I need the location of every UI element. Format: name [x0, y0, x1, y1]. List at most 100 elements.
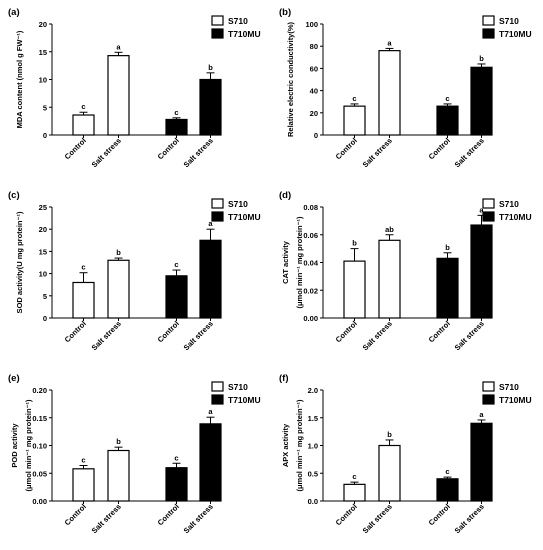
significance-letter: ab	[385, 225, 394, 234]
x-tick-label: Salt stress	[90, 502, 123, 535]
bar-1	[343, 483, 366, 502]
y-tick-label: 0.08	[303, 203, 318, 212]
y-tick-label: 100	[305, 20, 318, 29]
x-tick-label: Control	[156, 319, 181, 344]
legend-swatch-s710	[482, 381, 495, 392]
bar-3	[165, 467, 188, 502]
legend-swatch-s710	[211, 15, 224, 26]
x-tick-label: Salt stress	[182, 502, 215, 535]
significance-letter: c	[445, 94, 449, 103]
panel-label: (f)	[279, 373, 289, 384]
x-tick-label: Salt stress	[182, 136, 215, 169]
significance-letter: c	[81, 102, 85, 111]
chart-panel-5: (e) 0.00 0.05 0.10 0.15 0.20 POD activity (μmol…	[8, 373, 261, 535]
bar-3	[436, 257, 459, 319]
significance-letter: c	[174, 453, 178, 462]
x-tick-label: Salt stress	[453, 136, 486, 169]
y-axis-label-line: APX activity	[281, 423, 290, 467]
y-tick-label: 0.0	[308, 497, 318, 506]
bar-2	[378, 239, 401, 319]
y-tick-label: 80	[310, 42, 318, 51]
y-tick-label: 20	[310, 109, 318, 118]
bar-4	[199, 78, 222, 136]
significance-letter: b	[208, 63, 213, 72]
legend-label: T710MU	[499, 212, 532, 222]
bar-2	[107, 55, 130, 136]
legend-swatch-t710mu	[482, 28, 495, 39]
bar-1	[343, 260, 366, 319]
y-tick-label: 0.00	[32, 497, 47, 506]
significance-letter: c	[445, 467, 449, 476]
bar-4	[199, 239, 222, 319]
significance-letter: b	[445, 243, 450, 252]
significance-letter: c	[81, 263, 85, 272]
legend-swatch-t710mu	[211, 394, 224, 405]
bar-2	[378, 50, 401, 136]
significance-letter: a	[116, 42, 121, 51]
y-tick-label: 5	[43, 103, 47, 112]
y-tick-label: 15	[39, 247, 47, 256]
significance-letter: a	[387, 38, 392, 47]
y-tick-label: 0.00	[303, 314, 318, 323]
y-tick-label: 25	[39, 203, 47, 212]
legend-label: S710	[499, 382, 519, 392]
x-tick-label: Control	[427, 319, 452, 344]
bar-3	[165, 275, 188, 319]
legend-swatch-t710mu	[482, 211, 495, 222]
y-axis-label-line: (μmol min⁻¹ mg protein⁻¹)	[295, 399, 304, 492]
legend-label: S710	[228, 199, 248, 209]
y-axis-label: POD activity (μmol min⁻¹ mg protein⁻¹)	[10, 399, 33, 492]
y-axis-label-line: SOD activity(U mg protein⁻¹)	[15, 211, 24, 313]
legend-label: T710MU	[228, 29, 261, 39]
bar-4	[470, 66, 493, 136]
bar-3	[436, 478, 459, 502]
x-tick-label: Control	[63, 319, 88, 344]
x-tick-label: Control	[156, 502, 181, 527]
y-tick-label: 60	[310, 64, 318, 73]
y-tick-label: 20	[39, 20, 47, 29]
y-axis-label-line: Relative electric conductivity(%)	[286, 21, 295, 137]
x-tick-label: Salt stress	[182, 319, 215, 352]
y-tick-label: 40	[310, 87, 318, 96]
panel-label: (c)	[8, 190, 20, 201]
y-tick-label: 10	[39, 270, 47, 279]
y-tick-label: 20	[39, 225, 47, 234]
bar-2	[378, 444, 401, 502]
bar-3	[165, 118, 188, 136]
x-tick-label: Salt stress	[90, 136, 123, 169]
chart-panel-4: (d) 0.00 0.02 0.04 0.06 0.08 CAT activity (μmol…	[279, 190, 532, 352]
significance-letter: b	[116, 248, 121, 257]
significance-letter: a	[479, 410, 484, 419]
y-axis-label: SOD activity(U mg protein⁻¹)	[15, 211, 24, 313]
bar-2	[107, 449, 130, 502]
y-axis-label: CAT activity (μmol min⁻¹ mg protein⁻¹)	[281, 216, 304, 309]
x-tick-label: Salt stress	[361, 136, 394, 169]
y-tick-label: 0.06	[303, 231, 318, 240]
y-axis-label: Relative electric conductivity(%)	[286, 21, 295, 137]
bar-2	[107, 259, 130, 319]
y-axis-label-line: (μmol min⁻¹ mg protein⁻¹)	[24, 399, 33, 492]
y-tick-label: 10	[39, 76, 47, 85]
legend-swatch-t710mu	[482, 394, 495, 405]
significance-letter: c	[352, 94, 356, 103]
x-tick-label: Control	[334, 136, 359, 161]
y-tick-label: 0.02	[303, 286, 318, 295]
legend-swatch-s710	[482, 198, 495, 209]
chart-panel-1: (a) 0 5 10 15 20 MDA content (nmol g FW⁻¹) c Con…	[8, 7, 261, 169]
legend-label: T710MU	[499, 395, 532, 405]
x-tick-label: Salt stress	[453, 502, 486, 535]
bar-4	[199, 423, 222, 502]
significance-letter: a	[208, 219, 213, 228]
chart-panel-2: (b) 0 20 40 60 80 100 Relative electric conduct…	[279, 7, 532, 169]
x-tick-label: Salt stress	[361, 319, 394, 352]
x-tick-label: Control	[63, 502, 88, 527]
bar-1	[72, 114, 95, 136]
panel-label: (a)	[8, 7, 20, 18]
significance-letter: b	[116, 437, 121, 446]
panel-label: (d)	[279, 190, 291, 201]
significance-letter: a	[208, 407, 213, 416]
x-tick-label: Salt stress	[90, 319, 123, 352]
y-axis-label-line: POD activity	[10, 423, 19, 468]
x-tick-label: Salt stress	[453, 319, 486, 352]
y-tick-label: 1.0	[308, 442, 318, 451]
